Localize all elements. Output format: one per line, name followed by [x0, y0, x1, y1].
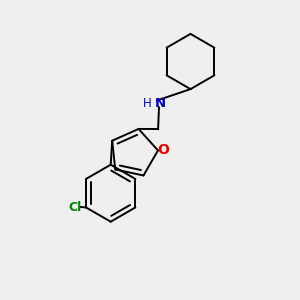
Text: N: N [154, 97, 166, 110]
Text: O: O [158, 143, 169, 158]
Text: H: H [143, 97, 152, 110]
Text: Cl: Cl [68, 201, 81, 214]
